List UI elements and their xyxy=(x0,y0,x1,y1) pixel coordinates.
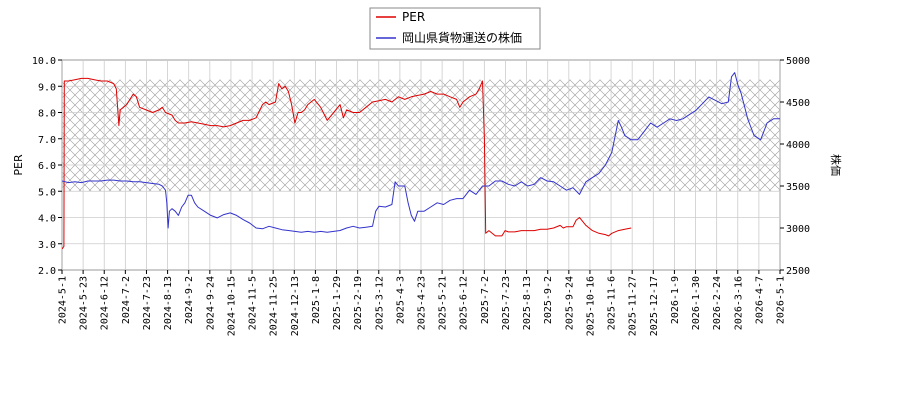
x-tick-label: 2024-11-25 xyxy=(269,276,280,336)
x-tick-label: 2025-11-6 xyxy=(607,276,618,330)
x-tick-label: 2025-4-3 xyxy=(395,276,406,324)
right-tick-label: 2500 xyxy=(786,266,810,277)
left-axis: 2.0 3.0 4.0 5.0 6.0 7.0 8.0 9.0 10.0 xyxy=(32,56,62,277)
x-tick-label: 2026-3-16 xyxy=(733,276,744,330)
left-tick-label: 7.0 xyxy=(38,135,56,146)
x-tick-label: 2024-5-1 xyxy=(58,276,69,324)
right-tick-label: 3500 xyxy=(786,182,810,193)
right-tick-label: 5000 xyxy=(786,56,810,67)
x-tick-label: 2025-4-23 xyxy=(417,276,428,330)
x-tick-label: 2025-10-16 xyxy=(585,276,596,336)
x-tick-label: 2026-1-30 xyxy=(691,276,702,330)
left-axis-title: PER xyxy=(12,154,25,176)
x-tick-label: 2025-12-17 xyxy=(649,276,660,336)
x-tick-label: 2026-4-7 xyxy=(754,276,765,324)
left-tick-label: 4.0 xyxy=(38,214,56,225)
right-axis: 2500 3000 3500 4000 4500 5000 xyxy=(780,56,810,277)
legend-label-stock: 岡山県貨物運送の株価 xyxy=(402,30,522,45)
left-tick-label: 5.0 xyxy=(38,187,56,198)
x-axis: 2024-5-1 2024-5-23 2024-6-12 2024-7-2 2024-7… xyxy=(58,270,787,336)
left-tick-label: 3.0 xyxy=(38,240,56,251)
series-line-per xyxy=(62,77,632,250)
x-tick-label: 2025-5-21 xyxy=(438,276,449,330)
left-tick-label: 2.0 xyxy=(38,266,56,277)
x-tick-label: 2024-9-24 xyxy=(205,276,216,330)
legend-label-per: PER xyxy=(402,10,425,24)
x-tick-label: 2024-7-23 xyxy=(142,276,153,330)
right-tick-label: 4500 xyxy=(786,98,810,109)
left-tick-label: 6.0 xyxy=(38,161,56,172)
x-tick-label: 2025-6-12 xyxy=(459,276,470,330)
x-tick-label: 2025-1-29 xyxy=(332,276,343,330)
right-axis-title: 株価 xyxy=(829,154,843,176)
series-layer xyxy=(62,72,780,250)
left-tick-label: 10.0 xyxy=(32,56,56,67)
right-tick-label: 4000 xyxy=(786,140,810,151)
x-tick-label: 2024-5-23 xyxy=(79,276,90,330)
right-tick-label: 3000 xyxy=(786,224,810,235)
x-tick-label: 2024-7-2 xyxy=(121,276,132,324)
x-tick-label: 2025-9-2 xyxy=(543,276,554,324)
legend-box xyxy=(369,7,541,50)
x-tick-label: 2025-8-13 xyxy=(522,276,533,330)
x-tick-label: 2024-6-12 xyxy=(100,276,111,330)
x-tick-label: 2025-11-27 xyxy=(628,276,639,336)
grid-lines xyxy=(61,59,781,271)
x-tick-label: 2025-7-2 xyxy=(480,276,491,324)
x-tick-label: 2024-9-2 xyxy=(184,276,195,324)
left-tick-label: 9.0 xyxy=(38,82,56,93)
x-tick-label: 2026-5-1 xyxy=(776,276,787,324)
x-tick-label: 2024-10-15 xyxy=(226,276,237,336)
x-tick-label: 2025-1-8 xyxy=(311,276,322,324)
x-tick-label: 2024-8-13 xyxy=(163,276,174,330)
x-tick-label: 2026-1-9 xyxy=(670,276,681,324)
x-tick-label: 2024-12-13 xyxy=(290,276,301,336)
x-tick-label: 2025-9-24 xyxy=(564,276,575,330)
x-tick-label: 2026-2-24 xyxy=(712,276,723,330)
series-line-stock-price xyxy=(62,72,780,233)
left-tick-label: 8.0 xyxy=(38,109,56,120)
legend: PER 岡山県貨物運送の株価 xyxy=(369,7,541,50)
x-tick-label: 2024-11-5 xyxy=(248,276,259,330)
x-tick-label: 2025-3-12 xyxy=(374,276,385,330)
x-tick-label: 2025-7-23 xyxy=(501,276,512,330)
x-tick-label: 2025-2-19 xyxy=(353,276,364,330)
